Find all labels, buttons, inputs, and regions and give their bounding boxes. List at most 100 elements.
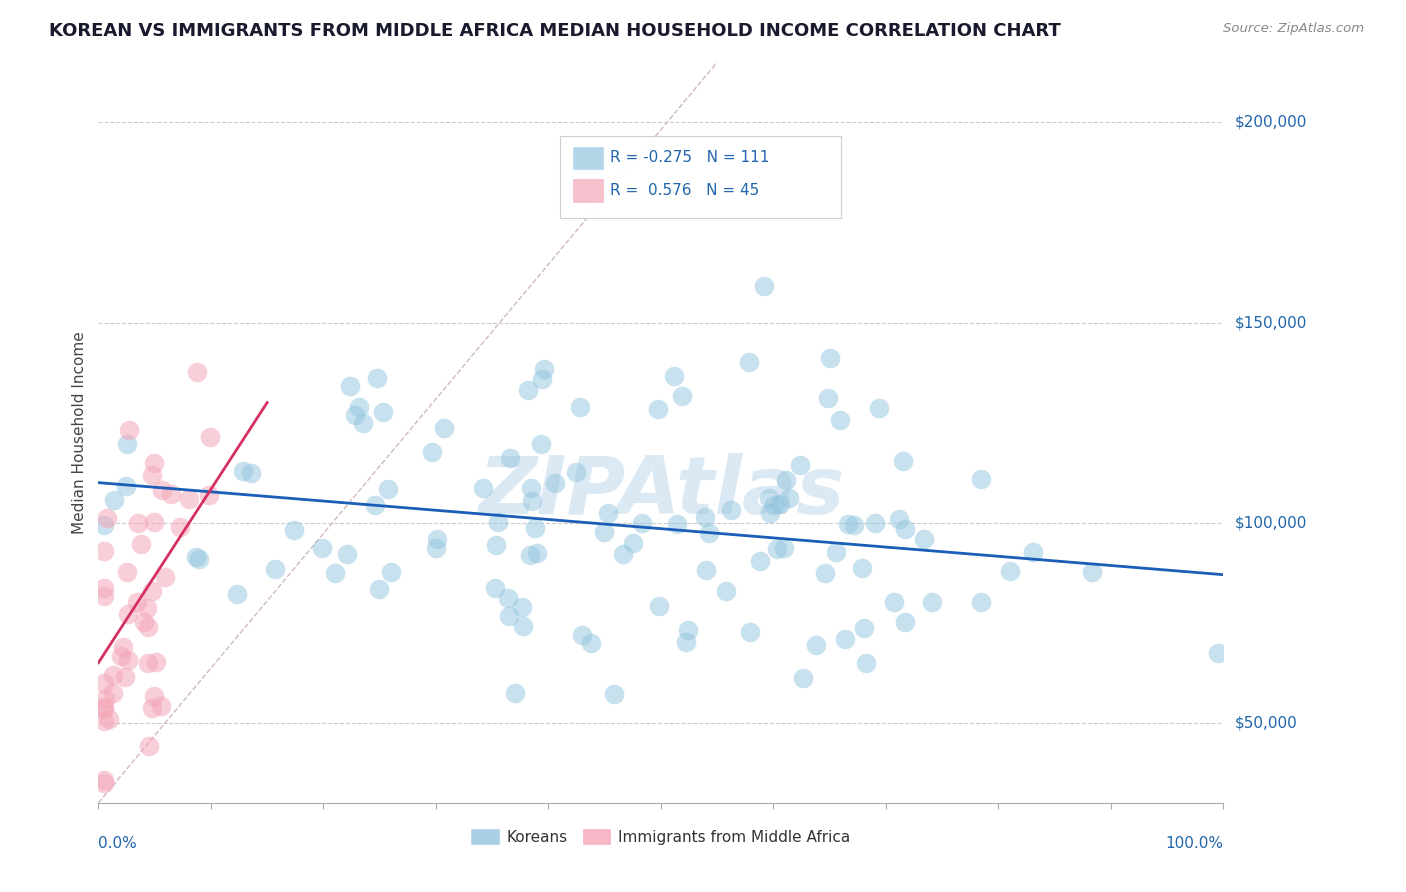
Point (198, 430, 221, 444)
Point (153, 569, 176, 583)
Point (283, 523, 305, 537)
Point (433, 421, 456, 435)
Point (522, 493, 544, 508)
Point (524, 520, 547, 534)
Point (531, 372, 554, 386)
Point (806, 638, 828, 652)
Point (96, 511, 118, 525)
Point (825, 545, 848, 559)
Legend: Koreans, Immigrants from Middle Africa: Koreans, Immigrants from Middle Africa (465, 822, 856, 851)
Point (817, 391, 839, 405)
Text: R =  0.576   N = 45: R = 0.576 N = 45 (610, 183, 759, 198)
Point (138, 739, 160, 754)
Point (738, 355, 761, 369)
Text: $200,000: $200,000 (1234, 115, 1306, 130)
Point (132, 615, 155, 629)
Point (198, 488, 221, 502)
Point (671, 389, 693, 403)
Point (912, 533, 935, 547)
Point (93, 776, 115, 790)
FancyBboxPatch shape (560, 136, 841, 218)
Point (714, 584, 737, 599)
Point (115, 479, 138, 493)
Point (143, 457, 166, 471)
Point (970, 595, 993, 609)
Point (526, 546, 548, 560)
Point (169, 519, 191, 533)
Point (186, 365, 208, 379)
Point (762, 498, 785, 512)
Point (343, 408, 366, 422)
Point (740, 625, 762, 640)
FancyBboxPatch shape (574, 147, 603, 169)
Point (612, 548, 634, 562)
Point (177, 491, 200, 506)
Point (863, 516, 886, 530)
Point (998, 564, 1021, 578)
Y-axis label: Median Household Income: Median Household Income (72, 331, 87, 534)
Point (160, 487, 183, 501)
Point (368, 582, 391, 596)
Point (380, 565, 402, 579)
Point (420, 445, 443, 459)
Point (868, 401, 890, 416)
Point (533, 362, 555, 376)
Point (426, 532, 449, 546)
Point (921, 594, 943, 608)
Point (471, 481, 494, 495)
Text: $50,000: $50,000 (1234, 715, 1298, 731)
Text: R = -0.275   N = 111: R = -0.275 N = 111 (610, 151, 769, 165)
Point (603, 687, 626, 701)
Point (98, 712, 121, 726)
Point (136, 656, 159, 670)
Point (499, 450, 522, 465)
Point (143, 690, 166, 704)
Point (818, 351, 841, 365)
Point (110, 649, 132, 664)
Text: Source: ZipAtlas.com: Source: ZipAtlas.com (1223, 22, 1364, 36)
Point (544, 476, 567, 491)
Point (675, 635, 697, 649)
Point (141, 584, 163, 599)
Point (851, 561, 873, 575)
Point (498, 609, 520, 624)
Point (225, 587, 247, 601)
Point (93, 773, 115, 788)
Point (503, 686, 526, 700)
Point (125, 595, 148, 609)
Point (93, 589, 115, 603)
Point (94, 691, 117, 706)
Point (789, 458, 811, 472)
Point (697, 525, 720, 540)
Point (93, 700, 115, 714)
Point (93, 714, 115, 728)
FancyBboxPatch shape (574, 179, 603, 202)
Point (325, 566, 347, 580)
Point (336, 547, 359, 561)
Point (834, 632, 856, 647)
Point (373, 405, 395, 419)
Text: ZIPAtlas: ZIPAtlas (478, 453, 844, 531)
Point (894, 615, 917, 630)
Point (484, 581, 506, 595)
Point (347, 400, 370, 414)
Point (145, 655, 167, 669)
Point (425, 541, 447, 555)
Point (520, 481, 543, 495)
Point (101, 668, 124, 682)
Point (855, 657, 877, 671)
Point (837, 516, 859, 531)
Point (581, 636, 603, 650)
Point (676, 624, 699, 638)
Point (142, 515, 165, 529)
Point (752, 279, 775, 293)
Point (117, 607, 139, 621)
Point (117, 423, 139, 437)
Point (759, 506, 782, 520)
Point (775, 473, 797, 487)
Point (239, 467, 262, 481)
Point (114, 670, 136, 684)
Point (695, 563, 717, 577)
Point (496, 591, 519, 606)
Point (519, 548, 541, 562)
